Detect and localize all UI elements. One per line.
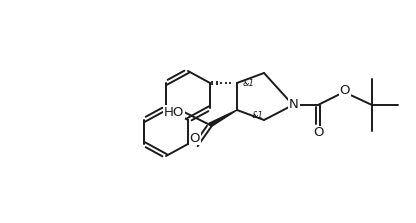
Text: &1: &1 <box>252 111 264 120</box>
Text: O: O <box>340 85 350 97</box>
Polygon shape <box>209 110 237 127</box>
Text: O: O <box>313 126 323 140</box>
Text: N: N <box>289 97 299 111</box>
Text: O: O <box>190 132 200 145</box>
Text: HO: HO <box>164 105 184 118</box>
Text: &1: &1 <box>243 78 255 87</box>
